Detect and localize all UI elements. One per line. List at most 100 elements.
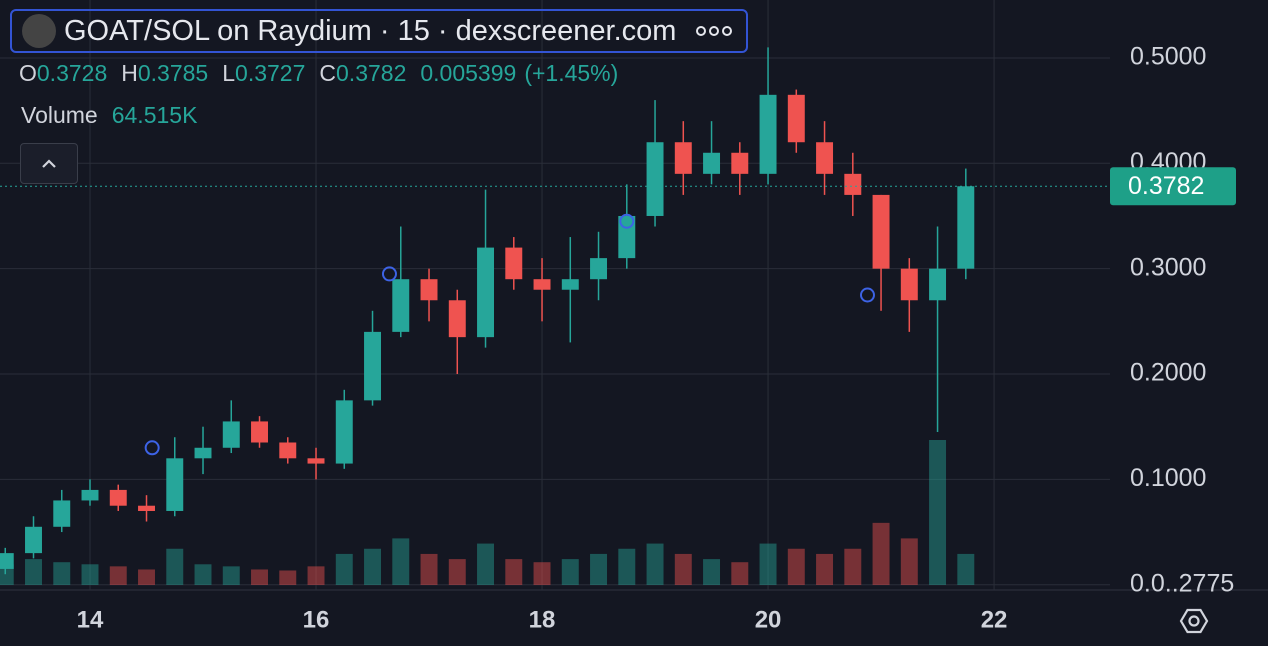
ohlc-item: C0.3782 (319, 60, 406, 87)
ohlc-value: 0.3728 (36, 60, 108, 86)
candle-body (957, 186, 975, 269)
volume-value: 64.515K (111, 102, 198, 128)
candle-body (166, 458, 184, 511)
last-price-label: 0.3782 (1128, 172, 1204, 200)
ohlc-legend: O0.3728 H0.3785 L0.3727 C0.3782 0.005399 (+1.… (19, 60, 618, 87)
candle-body (251, 421, 268, 443)
candle-body (759, 94, 777, 174)
candle-body (222, 421, 240, 448)
candle-body (816, 142, 834, 174)
collapse-button[interactable] (20, 143, 78, 184)
candle-body (505, 247, 523, 280)
y-tick-label: 0.3000 (1130, 253, 1206, 281)
x-tick-label: 14 (77, 606, 104, 633)
y-tick-label: 0.1000 (1130, 464, 1206, 492)
candle-body (646, 142, 664, 216)
ohlc-value: 0.3727 (235, 60, 306, 86)
volume-bar (307, 566, 325, 585)
change-value: 0.005399 (420, 60, 517, 86)
volume-bar (420, 553, 438, 585)
volume-bar (816, 553, 834, 585)
volume-bar (872, 522, 890, 585)
candle-body (25, 526, 42, 554)
x-tick-label: 20 (755, 606, 782, 633)
ohlc-item: L0.3727 (222, 60, 305, 87)
event-marker (619, 213, 635, 229)
volume-bar (844, 548, 862, 585)
candle-body (872, 194, 890, 269)
volume-bar (364, 548, 381, 585)
x-tick-label: 16 (303, 606, 330, 633)
candle-body (674, 142, 692, 174)
candle-body (335, 400, 353, 464)
volume-bar (957, 553, 975, 585)
y-tick-label: 0.2000 (1130, 359, 1206, 387)
volume-bar (646, 543, 664, 585)
candle-body (0, 553, 14, 569)
y-tick-label: 0.5000 (1130, 43, 1206, 71)
plot: 14 16 18 20 220.0..27750.10000.20000.30000.4… (0, 0, 1236, 633)
volume-bar (505, 559, 523, 585)
volume-bar (787, 548, 805, 585)
candle-body (364, 331, 381, 401)
ohlc-label: O (19, 60, 37, 86)
candle-body (787, 94, 805, 143)
volume-bar (674, 553, 692, 585)
volume-legend: Volume 64.515K (21, 102, 197, 129)
settings-icon[interactable] (1179, 608, 1209, 634)
volume-bar (81, 564, 99, 585)
volume-bar (109, 566, 127, 585)
volume-bar (194, 564, 212, 585)
volume-bar (335, 553, 353, 585)
candle-body (561, 279, 579, 290)
ohlc-item: O0.3728 (19, 60, 107, 87)
volume-bar (251, 569, 268, 585)
volume-bar (53, 562, 71, 585)
volume-bar (25, 559, 42, 585)
volume-bar (703, 559, 721, 585)
candle-body (844, 173, 862, 195)
volume-bar (561, 559, 579, 585)
event-marker (381, 266, 397, 282)
pair-header[interactable]: GOAT/SOL on Raydium · 15 · dexscreener.c… (10, 9, 749, 53)
candle-body (900, 268, 918, 301)
x-tick-label: 18 (529, 606, 556, 633)
x-tick-label: 22 (981, 606, 1008, 633)
candle-body (703, 152, 721, 174)
event-marker (144, 440, 160, 456)
volume-bar (731, 562, 749, 585)
candle-body (53, 500, 71, 527)
title: GOAT/SOL on Raydium · 15 · dexscreener.c… (64, 14, 677, 47)
ohlc-item: H0.3785 (121, 60, 208, 87)
candle-body (81, 489, 99, 501)
volume-bar (166, 548, 184, 585)
candle-body (477, 247, 495, 338)
volume-bar (0, 564, 14, 585)
volume-bar (392, 538, 410, 585)
volume-bar (929, 440, 947, 585)
candle-body (929, 268, 947, 301)
ohlc-label: C (319, 60, 337, 86)
candle-body (109, 489, 127, 506)
candle-body (279, 442, 297, 459)
volume-bar (900, 538, 918, 585)
candle-body (194, 447, 212, 459)
change-pct: (+1.45%) (524, 60, 619, 86)
ohlc-value: 0.3782 (336, 60, 407, 86)
candle-body (138, 505, 155, 511)
event-marker (859, 287, 875, 303)
volume-bar (477, 543, 495, 585)
candle-body (448, 300, 466, 338)
volume-label: Volume (21, 102, 98, 128)
candle-body (420, 279, 438, 301)
volume-bar (618, 548, 636, 585)
volume-bar (279, 570, 297, 585)
volume-bar (759, 543, 777, 585)
volume-bar (138, 569, 155, 585)
last-price-box (1110, 167, 1236, 206)
more-button[interactable] (696, 26, 733, 36)
ohlc-label: L (222, 60, 236, 86)
candle-body (533, 279, 551, 290)
volume-bar (448, 559, 466, 585)
